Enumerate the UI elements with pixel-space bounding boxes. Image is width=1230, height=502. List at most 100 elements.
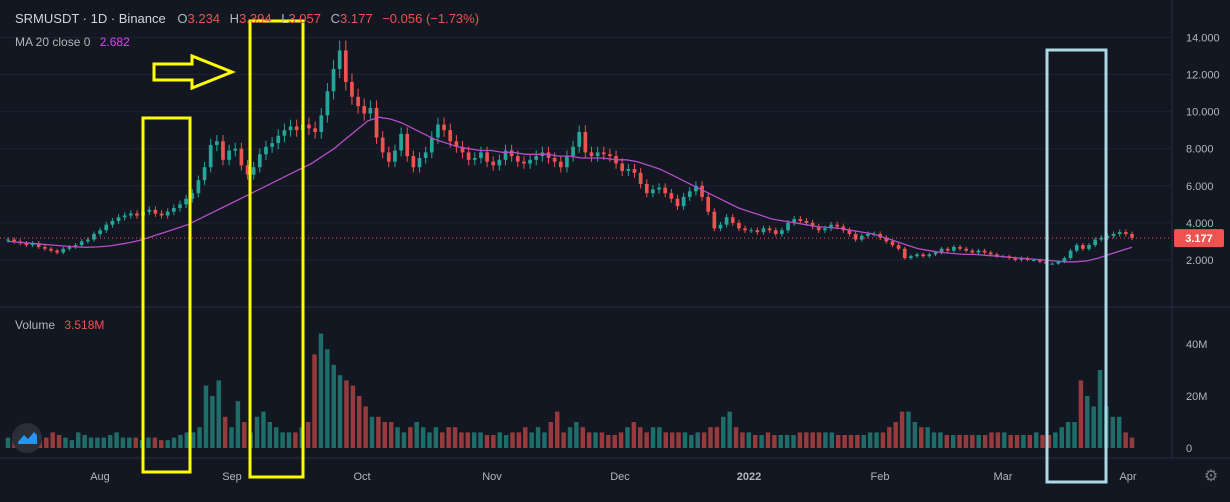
candle-body[interactable] (608, 154, 612, 157)
candle-body[interactable] (761, 228, 766, 233)
candle-body[interactable] (823, 228, 827, 231)
candle-body[interactable] (694, 185, 698, 192)
candle-body[interactable] (184, 198, 188, 205)
candle-body[interactable] (227, 150, 231, 160)
candle-body[interactable] (1031, 259, 1036, 261)
candle-body[interactable] (995, 254, 999, 257)
candle-body[interactable] (982, 250, 987, 253)
candle-body[interactable] (976, 250, 981, 253)
candle-body[interactable] (350, 81, 354, 97)
candle-body[interactable] (1062, 258, 1067, 262)
candle-body[interactable] (810, 222, 815, 227)
candle-body[interactable] (442, 124, 446, 131)
candle-body[interactable] (638, 172, 643, 184)
candle-body[interactable] (491, 161, 496, 166)
candle-body[interactable] (307, 124, 311, 129)
candle-body[interactable] (313, 128, 317, 133)
candle-body[interactable] (202, 167, 207, 181)
candle-body[interactable] (515, 156, 520, 162)
candle-body[interactable] (546, 152, 551, 158)
candle-body[interactable] (1050, 263, 1054, 265)
candle-body[interactable] (847, 230, 852, 234)
candle-body[interactable] (472, 157, 477, 160)
candle-body[interactable] (503, 150, 508, 160)
candle-body[interactable] (964, 248, 969, 251)
candle-body[interactable] (804, 220, 809, 223)
candle-body[interactable] (816, 226, 821, 231)
candle-body[interactable] (915, 254, 919, 257)
candle-body[interactable] (196, 180, 201, 194)
candle-body[interactable] (896, 245, 901, 249)
candle-body[interactable] (448, 130, 453, 142)
candle-body[interactable] (337, 50, 342, 69)
candle-body[interactable] (251, 167, 256, 175)
candle-body[interactable] (945, 248, 950, 251)
candle-body[interactable] (423, 152, 428, 158)
candle-body[interactable] (1087, 245, 1091, 249)
candle-body[interactable] (356, 96, 360, 107)
candle-body[interactable] (853, 233, 858, 240)
candle-body[interactable] (30, 243, 35, 246)
candle-body[interactable] (399, 133, 403, 151)
candle-body[interactable] (571, 146, 575, 157)
candle-body[interactable] (257, 154, 262, 168)
candle-body[interactable] (718, 224, 723, 229)
candle-body[interactable] (436, 124, 440, 138)
candle-body[interactable] (86, 239, 90, 242)
candle-body[interactable] (565, 156, 569, 168)
candle-body[interactable] (632, 169, 637, 173)
candle-body[interactable] (909, 256, 913, 259)
candle-body[interactable] (952, 246, 956, 251)
candle-body[interactable] (276, 135, 281, 144)
candle-body[interactable] (43, 246, 47, 249)
candle-body[interactable] (583, 132, 588, 153)
candle-body[interactable] (958, 246, 962, 249)
candle-body[interactable] (429, 137, 434, 153)
candle-body[interactable] (479, 152, 483, 158)
candle-body[interactable] (792, 219, 797, 223)
ma-legend[interactable]: MA 20 close 0 2.682 (15, 35, 130, 49)
candle-body[interactable] (681, 196, 686, 207)
candle-body[interactable] (233, 148, 238, 151)
candle-body[interactable] (153, 209, 158, 214)
candle-body[interactable] (110, 220, 115, 225)
candle-body[interactable] (288, 126, 293, 131)
candle-body[interactable] (55, 250, 59, 253)
candle-body[interactable] (1111, 233, 1116, 236)
candle-body[interactable] (147, 209, 152, 212)
candle-body[interactable] (122, 215, 127, 218)
candle-body[interactable] (466, 152, 471, 160)
candle-body[interactable] (829, 224, 833, 229)
candle-body[interactable] (577, 132, 582, 147)
candle-body[interactable] (92, 233, 96, 240)
candle-body[interactable] (534, 156, 539, 160)
candle-body[interactable] (239, 148, 244, 166)
candle-body[interactable] (1019, 258, 1024, 260)
candle-body[interactable] (859, 235, 864, 240)
candle-body[interactable] (724, 217, 729, 225)
candle-body[interactable] (24, 243, 29, 246)
candle-body[interactable] (522, 161, 526, 164)
candle-body[interactable] (970, 250, 975, 253)
candle-body[interactable] (1068, 250, 1073, 259)
candle-body[interactable] (36, 243, 41, 247)
candle-body[interactable] (374, 107, 379, 138)
symbol-label[interactable]: SRMUSDT · 1D · Binance (15, 11, 166, 26)
candle-body[interactable] (939, 248, 944, 253)
candle-body[interactable] (1074, 245, 1079, 251)
candle-body[interactable] (933, 252, 938, 255)
candle-body[interactable] (1099, 237, 1104, 240)
candle-body[interactable] (165, 211, 170, 216)
candle-body[interactable] (730, 217, 735, 223)
candle-body[interactable] (1038, 259, 1042, 262)
candle-body[interactable] (687, 191, 692, 197)
candle-body[interactable] (6, 239, 10, 241)
candle-body[interactable] (325, 91, 330, 116)
candle-body[interactable] (988, 252, 993, 255)
candle-body[interactable] (773, 230, 778, 234)
candle-body[interactable] (927, 254, 932, 257)
candle-body[interactable] (1093, 239, 1097, 246)
candle-body[interactable] (386, 152, 391, 162)
candle-body[interactable] (528, 159, 532, 164)
candle-body[interactable] (626, 169, 631, 171)
